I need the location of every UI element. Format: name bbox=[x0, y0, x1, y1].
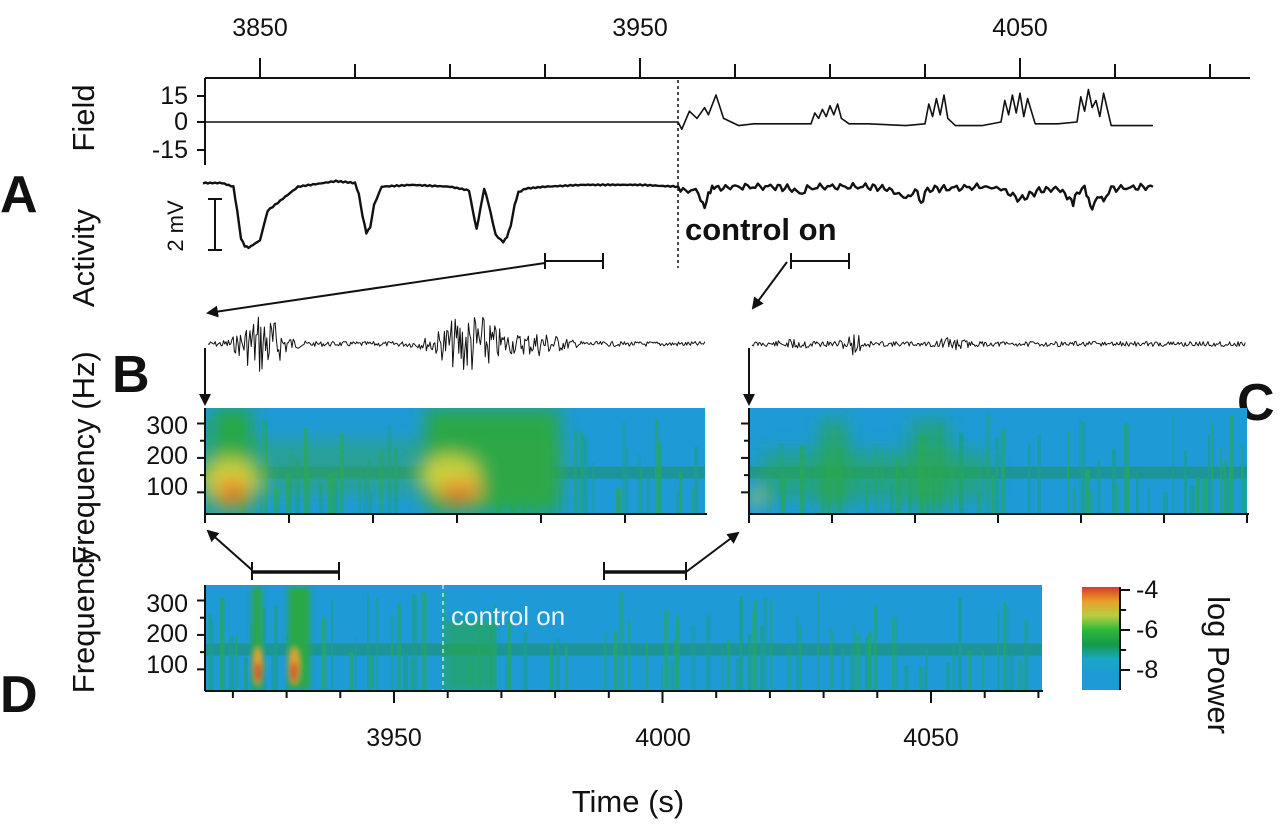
spectrogram-b: 300 200 100 bbox=[146, 408, 707, 523]
time-tick-label: 3950 bbox=[366, 724, 422, 752]
zoom-arrow-d-b bbox=[206, 529, 253, 571]
zoom-bracket-b bbox=[544, 253, 604, 269]
frequency-axis-title: Frequency (Hz) bbox=[66, 351, 101, 565]
frequency-axis-title-d: Frequency bbox=[66, 546, 101, 693]
zoom-bracket-d-c bbox=[603, 562, 687, 580]
freq-tick-label: 100 bbox=[146, 473, 188, 501]
field-tick-label: -15 bbox=[152, 136, 188, 164]
top-tick-label: 3950 bbox=[612, 14, 668, 42]
freq-tick-label-d: 100 bbox=[146, 651, 188, 679]
panel-letter-a: A bbox=[0, 166, 38, 224]
colorbar-gradient bbox=[1082, 587, 1120, 690]
top-axis-ticks bbox=[259, 58, 1211, 78]
spectrogram-d: control on 300 200 100 3950 4000 4050 bbox=[146, 585, 1043, 752]
panel-letter-d: D bbox=[0, 666, 38, 724]
field-trace-line bbox=[203, 88, 1153, 130]
colorbar-title: log Power bbox=[1201, 596, 1236, 734]
field-tick-label: 15 bbox=[160, 82, 188, 110]
colorbar: -4 -6 -8 log Power bbox=[1082, 576, 1236, 734]
zoom-arrow-c bbox=[751, 261, 788, 310]
zoom-bracket-c bbox=[790, 253, 850, 269]
time-tick-label: 4050 bbox=[903, 724, 959, 752]
scale-bar-label: 2 mV bbox=[163, 200, 188, 252]
field-tick-label: 0 bbox=[174, 108, 188, 136]
freq-tick-label: 200 bbox=[146, 442, 188, 470]
freq-tick-label-d: 200 bbox=[146, 620, 188, 648]
time-tick-label: 4000 bbox=[635, 724, 691, 752]
time-axis-title: Time (s) bbox=[572, 784, 685, 819]
zoom-arrow-b bbox=[206, 262, 546, 318]
zoom-arrow-d-c bbox=[685, 531, 740, 573]
top-tick-label: 4050 bbox=[992, 14, 1048, 42]
freq-tick-label-d: 300 bbox=[146, 590, 188, 618]
colorbar-tick-label: -4 bbox=[1136, 576, 1158, 604]
colorbar-tick-label: -8 bbox=[1136, 656, 1158, 684]
field-axis: 15 0 -15 Field bbox=[66, 78, 206, 165]
activity-scale-bar: 2 mV bbox=[163, 198, 222, 252]
activity-axis-title: Activity bbox=[66, 208, 101, 307]
field-axis-title: Field bbox=[66, 84, 101, 151]
zoom-bracket-d-b bbox=[251, 562, 340, 580]
panel-a-top-axis: 3850 3950 4050 bbox=[205, 14, 1250, 79]
colorbar-tick-label: -6 bbox=[1136, 616, 1158, 644]
control-on-label: control on bbox=[685, 212, 837, 247]
activity-trace-line bbox=[202, 179, 1154, 250]
freq-tick-label: 300 bbox=[146, 412, 188, 440]
top-tick-label: 3850 bbox=[232, 14, 288, 42]
panel-letter-b: B bbox=[112, 346, 150, 404]
control-on-label-d: control on bbox=[451, 601, 565, 631]
raw-trace-b bbox=[207, 316, 706, 372]
spectrogram-c bbox=[741, 408, 1249, 523]
raw-trace-c bbox=[751, 334, 1246, 356]
